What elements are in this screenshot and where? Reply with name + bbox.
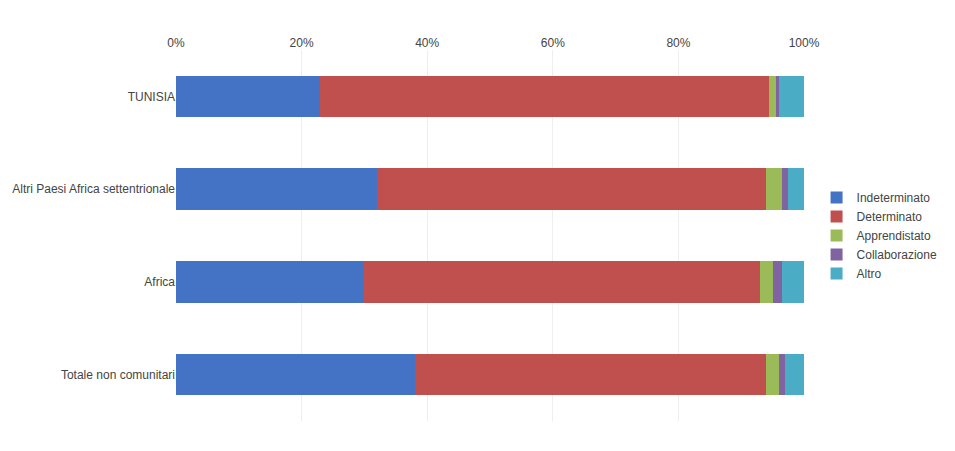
svg-text:40%: 40% (415, 36, 439, 50)
svg-text:TUNISIA: TUNISIA (128, 90, 175, 104)
svg-text:Indeterminato: Indeterminato (857, 191, 931, 205)
svg-text:60%: 60% (541, 36, 565, 50)
svg-text:20%: 20% (290, 36, 314, 50)
svg-text:Africa: Africa (144, 275, 175, 289)
svg-text:Totale non comunitari: Totale non comunitari (61, 368, 175, 382)
svg-text:Apprendistato: Apprendistato (857, 229, 931, 243)
svg-text:Determinato: Determinato (857, 210, 923, 224)
svg-text:Collaborazione: Collaborazione (857, 248, 937, 262)
svg-text:80%: 80% (666, 36, 690, 50)
svg-text:100%: 100% (789, 36, 820, 50)
svg-text:Altro: Altro (857, 267, 882, 281)
svg-text:Altri Paesi Africa settentrion: Altri Paesi Africa settentrionale (12, 182, 175, 196)
svg-text:0%: 0% (167, 36, 185, 50)
